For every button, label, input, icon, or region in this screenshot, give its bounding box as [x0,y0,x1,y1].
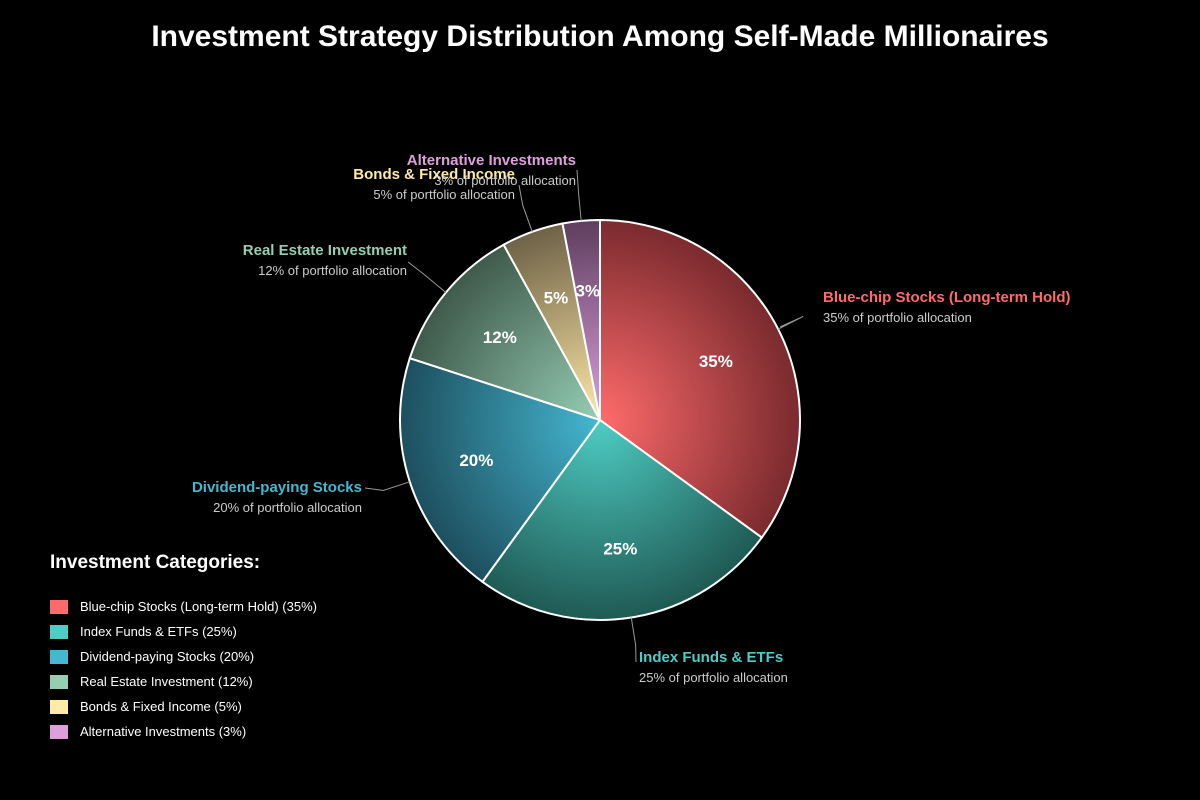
legend-title: Investment Categories: [50,552,261,573]
slice-allocation-label: 3% of portfolio allocation [434,173,576,188]
leader-line [407,261,447,293]
slice-name-label: Blue-chip Stocks (Long-term Hold) [823,289,1071,306]
leader-line [576,169,582,221]
legend-swatch [50,699,68,714]
legend-item: Dividend-paying Stocks (20%) [50,644,317,669]
legend-item: Blue-chip Stocks (Long-term Hold) (35%) [50,594,317,619]
pie-slice [599,218,801,539]
leader-line [777,316,804,330]
legend-swatch [50,724,68,739]
legend-swatch [50,649,68,664]
legend-swatch [50,599,68,614]
legend-swatch [50,674,68,689]
legend-item: Real Estate Investment (12%) [50,669,317,694]
legend-label: Bonds & Fixed Income (5%) [80,699,242,714]
legend-label: Real Estate Investment (12%) [80,674,253,689]
leader-line [630,617,637,663]
slice-name-label: Dividend-paying Stocks [192,479,362,496]
slice-name-label: Real Estate Investment [243,242,407,259]
slice-percentage-label: 5% [544,289,569,308]
slice-percentage-label: 20% [459,451,493,470]
pie-slice [561,218,601,421]
slice-name-label: Bonds & Fixed Income [353,166,515,183]
slice-allocation-label: 20% of portfolio allocation [213,500,362,515]
legend-label: Alternative Investments (3%) [80,724,247,739]
slice-name-label: Index Funds & ETFs [639,649,783,666]
legend: Investment Categories: Blue-chip Stocks … [50,552,317,744]
slice-allocation-label: 12% of portfolio allocation [258,263,407,278]
legend-item: Index Funds & ETFs (25%) [50,619,317,644]
slice-percentage-label: 12% [483,328,517,347]
legend-item: Bonds & Fixed Income (5%) [50,694,317,719]
pie-slice [408,243,603,422]
pie-slice [481,418,764,621]
leader-line [518,184,533,232]
slice-name-label: Alternative Investments [407,152,576,169]
slice-allocation-label: 25% of portfolio allocation [639,670,788,685]
legend-swatch [50,624,68,639]
slice-allocation-label: 5% of portfolio allocation [373,187,515,202]
legend-item: Alternative Investments (3%) [50,719,317,744]
chart-title: Investment Strategy Distribution Among S… [151,20,1049,53]
slice-percentage-label: 25% [603,539,637,558]
slice-percentage-label: 3% [575,282,600,301]
legend-label: Index Funds & ETFs (25%) [80,624,237,639]
legend-label: Blue-chip Stocks (Long-term Hold) (35%) [80,599,317,614]
slice-percentage-label: 35% [699,352,733,371]
pie-slice [399,356,602,584]
slice-allocation-label: 35% of portfolio allocation [823,310,972,325]
leader-line [364,481,410,491]
legend-label: Dividend-paying Stocks (20%) [80,649,255,664]
